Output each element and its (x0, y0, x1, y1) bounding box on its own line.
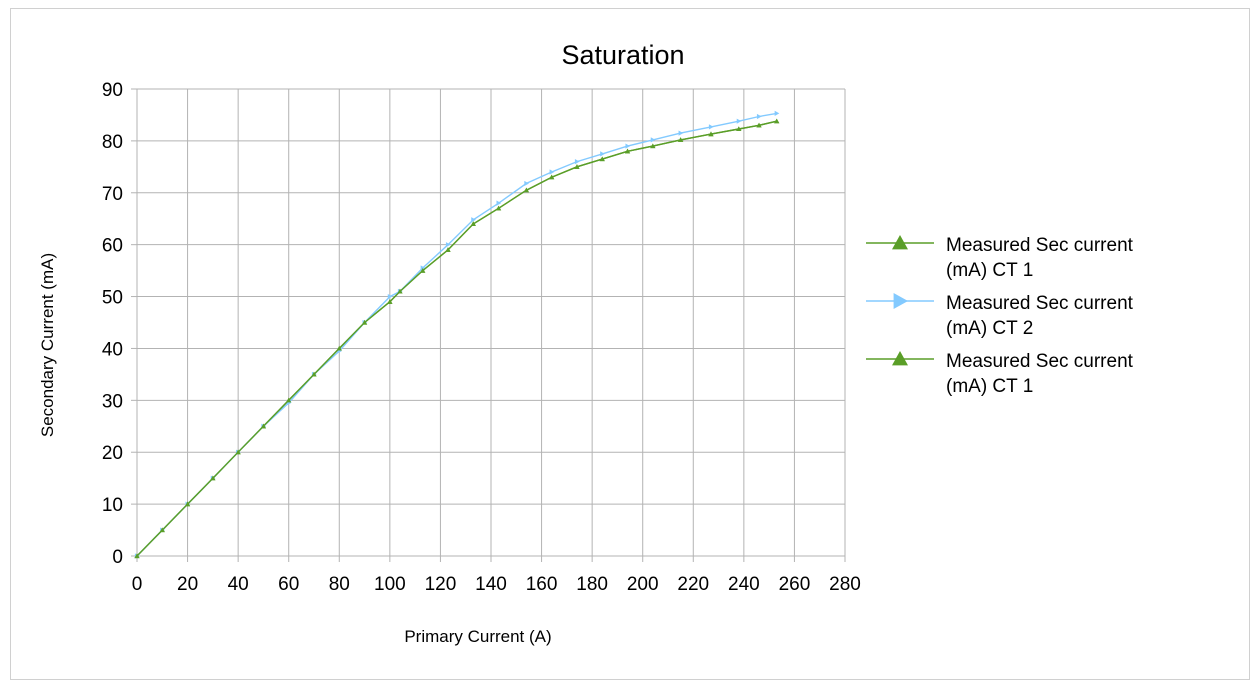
data-point (235, 449, 241, 455)
y-tick-label: 90 (102, 80, 123, 101)
chart-frame (10, 8, 1250, 680)
data-point (420, 265, 426, 271)
data-point (361, 319, 368, 325)
data-point (708, 124, 714, 130)
legend-item: Measured Sec current (mA) CT 2 (866, 293, 1134, 339)
x-tick-labels: 0 20 40 60 80 100 120 140 160 180 200 220 240 260 280 (132, 574, 861, 595)
data-point (134, 553, 140, 559)
data-point (184, 501, 191, 507)
x-tick-label: 220 (677, 574, 709, 595)
x-tick-label: 20 (177, 574, 198, 595)
y-tick-label: 80 (102, 132, 123, 153)
x-tick-label: 0 (132, 574, 143, 595)
data-point (708, 131, 714, 137)
series-group (134, 110, 780, 559)
y-tick-label: 0 (112, 547, 123, 568)
x-axis-title: Primary Current (A) (404, 627, 551, 646)
data-point (523, 187, 529, 193)
x-tick-label: 280 (829, 574, 861, 595)
grid (136, 88, 846, 557)
x-tick-label: 40 (228, 574, 249, 595)
x-tick-label: 180 (576, 574, 608, 595)
x-tick-label: 240 (728, 574, 760, 595)
legend-label: Measured Sec current (946, 235, 1134, 256)
data-point (387, 293, 393, 300)
legend-item: Measured Sec current (mA) CT 1 (866, 235, 1134, 281)
data-point (650, 143, 656, 149)
y-tick-label: 10 (102, 495, 123, 516)
data-point (574, 164, 580, 169)
data-point (549, 169, 555, 175)
x-tick-label: 60 (278, 574, 299, 595)
data-point (445, 242, 451, 248)
data-point (470, 221, 476, 226)
data-point (496, 200, 502, 206)
series-ct-3 (134, 118, 780, 559)
y-tick-label: 40 (102, 339, 123, 360)
series-line (136, 120, 777, 557)
data-point (420, 268, 426, 273)
data-point (736, 126, 742, 132)
legend-label: Measured Sec current (946, 293, 1134, 314)
data-point (336, 345, 342, 351)
x-tick-label: 100 (374, 574, 406, 595)
legend-marker (892, 351, 908, 366)
y-tick-labels: 0 10 20 30 40 50 60 70 80 90 (102, 80, 123, 568)
data-point (286, 397, 292, 403)
data-point (650, 137, 656, 143)
x-tick-label: 260 (779, 574, 811, 595)
series-ct-2 (134, 110, 780, 559)
data-point (397, 288, 403, 294)
y-tick-label: 20 (102, 443, 123, 464)
legend-item: Measured Sec current (mA) CT 1 (866, 351, 1134, 397)
legend-marker (892, 235, 908, 250)
legend-label: Measured Sec current (946, 351, 1134, 372)
data-point (625, 143, 631, 149)
data-point (311, 371, 317, 377)
y-tick-label: 70 (102, 184, 123, 205)
data-point (678, 137, 684, 142)
y-axis-title: Secondary Current (mA) (38, 253, 57, 437)
data-point (260, 423, 267, 429)
x-tick-label: 200 (627, 574, 659, 595)
legend-label: (mA) CT 1 (946, 376, 1033, 397)
series-line (136, 112, 777, 557)
data-point (549, 174, 555, 180)
data-point (387, 299, 393, 304)
data-point (445, 247, 451, 252)
y-tick-label: 50 (102, 288, 123, 309)
data-point (471, 217, 476, 223)
data-point (756, 113, 762, 120)
x-tick-label: 140 (475, 574, 507, 595)
series-ct-1 (134, 118, 780, 559)
legend-label: (mA) CT 1 (946, 260, 1033, 281)
data-point (624, 148, 631, 154)
data-point (210, 475, 216, 481)
data-point (599, 156, 605, 162)
legend-label: (mA) CT 2 (946, 318, 1033, 339)
data-point (756, 122, 762, 128)
x-tick-label: 120 (425, 574, 457, 595)
data-point (774, 118, 780, 124)
data-point (600, 151, 605, 157)
data-point (524, 180, 529, 187)
data-point (574, 159, 580, 165)
data-point (495, 205, 502, 211)
legend-marker (893, 293, 908, 309)
data-point (678, 130, 684, 136)
y-tick-label: 30 (102, 391, 123, 412)
y-tick-label: 60 (102, 236, 123, 257)
series-line (136, 120, 777, 557)
x-tick-label: 80 (329, 574, 350, 595)
data-point (159, 527, 165, 533)
data-point (736, 118, 742, 124)
chart-title: Saturation (561, 40, 684, 70)
data-point (774, 110, 780, 116)
x-tick-label: 160 (526, 574, 558, 595)
